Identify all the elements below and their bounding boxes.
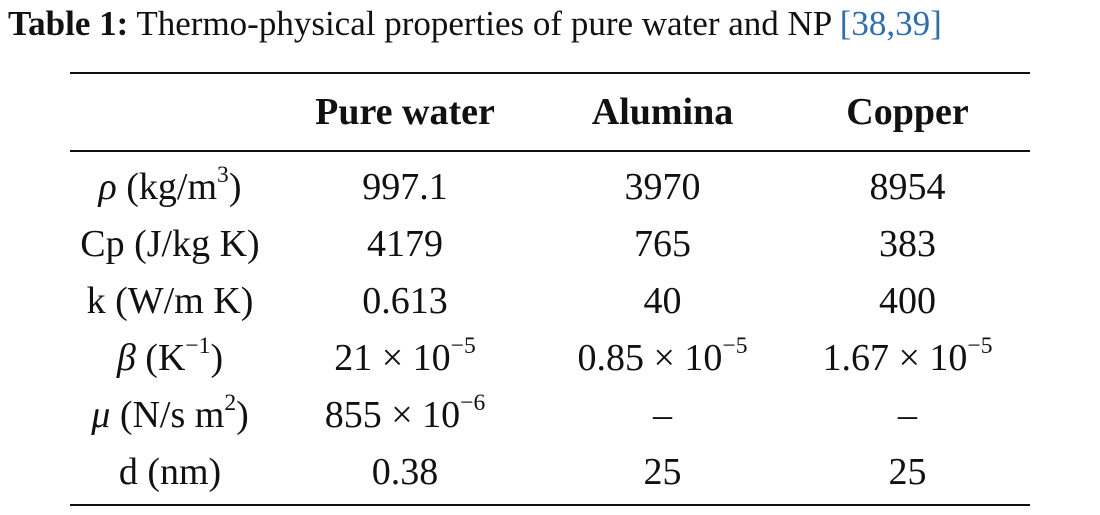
value-base: 765	[634, 222, 691, 265]
reference-link-39[interactable]: 39	[895, 4, 931, 43]
value-base: 25	[643, 450, 682, 493]
value-cell: 3970	[540, 151, 785, 215]
property-unit: (kg/m	[116, 165, 218, 208]
property-unit-close: )	[228, 165, 242, 208]
value-cell: 25	[785, 443, 1030, 505]
property-cell: β (K−1)	[70, 329, 270, 386]
value-base: 855 × 10	[324, 393, 461, 436]
ref-bracket-close: ]	[930, 4, 942, 43]
table-row: μ (N/s m2) 855 × 10−6 – –	[70, 386, 1030, 443]
value-base: 8954	[869, 165, 946, 208]
value-cell: 765	[540, 215, 785, 272]
property-cell: μ (N/s m2)	[70, 386, 270, 443]
property-cell: Cp (J/kg K)	[70, 215, 270, 272]
property-unit: (N/s m	[110, 393, 225, 436]
value-base: 1.67 × 10	[822, 336, 968, 379]
caption-label: Table 1:	[8, 4, 129, 43]
property-unit-exponent: 2	[224, 390, 237, 417]
property-unit-exponent: 3	[217, 162, 229, 189]
caption-text: Thermo-physical properties of pure water…	[128, 4, 840, 43]
table-row: ρ (kg/m3) 997.1 3970 8954	[70, 151, 1030, 215]
value-cell: 4179	[270, 215, 540, 272]
property-cell: d (nm)	[70, 443, 270, 505]
property-unit-close: )	[236, 393, 249, 436]
table-row: k (W/m K) 0.613 40 400	[70, 272, 1030, 329]
value-base: 25	[888, 450, 927, 493]
value-cell: 400	[785, 272, 1030, 329]
value-cell: 1.67 × 10−5	[785, 329, 1030, 386]
value-base: 3970	[624, 165, 701, 208]
value-cell: 25	[540, 443, 785, 505]
table-row: Cp (J/kg K) 4179 765 383	[70, 215, 1030, 272]
value-base: 400	[879, 279, 936, 322]
property-unit: Cp (J/kg K)	[80, 222, 260, 265]
value-cell: 8954	[785, 151, 1030, 215]
header-row: Pure water Alumina Copper	[70, 73, 1030, 151]
property-symbol: β	[116, 336, 136, 379]
property-symbol: μ	[91, 393, 111, 436]
value-cell: 0.613	[270, 272, 540, 329]
value-base: 40	[643, 279, 682, 322]
property-unit: (K	[135, 336, 186, 379]
value-base: –	[898, 393, 917, 436]
property-unit-close: )	[210, 336, 224, 379]
header-cell-pure-water: Pure water	[315, 91, 495, 133]
value-cell: 997.1	[270, 151, 540, 215]
value-cell: –	[540, 386, 785, 443]
table-body: ρ (kg/m3) 997.1 3970 8954 Cp (J/kg K) 41…	[70, 151, 1030, 505]
table-caption: Table 1: Thermo-physical properties of p…	[8, 2, 942, 46]
header-cell-copper: Copper	[846, 91, 969, 133]
value-base: 0.38	[371, 450, 439, 493]
value-cell: 40	[540, 272, 785, 329]
value-exponent: −6	[460, 390, 486, 417]
header-cell-empty	[70, 73, 270, 151]
property-symbol: ρ	[98, 165, 117, 208]
properties-table: Pure water Alumina Copper ρ (kg/m3) 997.…	[70, 72, 1030, 506]
property-cell: ρ (kg/m3)	[70, 151, 270, 215]
value-base: 21 × 10	[334, 336, 451, 379]
value-cell: 855 × 10−6	[270, 386, 540, 443]
value-cell: 0.85 × 10−5	[540, 329, 785, 386]
value-base: 383	[879, 222, 936, 265]
ref-separator: ,	[886, 4, 896, 43]
table-row: d (nm) 0.38 25 25	[70, 443, 1030, 505]
property-unit: d (nm)	[118, 450, 222, 493]
property-unit-exponent: −1	[185, 333, 211, 360]
reference-link-38[interactable]: 38	[851, 4, 887, 43]
value-cell: 0.38	[270, 443, 540, 505]
property-cell: k (W/m K)	[70, 272, 270, 329]
ref-bracket-open: [	[839, 4, 852, 43]
value-exponent: −5	[967, 333, 993, 360]
value-cell: 383	[785, 215, 1030, 272]
value-base: 997.1	[362, 165, 448, 208]
property-unit: k (W/m K)	[86, 279, 254, 322]
value-base: 0.85 × 10	[577, 336, 723, 379]
value-cell: –	[785, 386, 1030, 443]
header-cell-alumina: Alumina	[591, 91, 734, 133]
value-exponent: −5	[450, 333, 476, 360]
value-base: 0.613	[362, 279, 448, 322]
table-row: β (K−1) 21 × 10−5 0.85 × 10−5 1.67 × 10−…	[70, 329, 1030, 386]
value-base: –	[653, 393, 672, 436]
value-cell: 21 × 10−5	[270, 329, 540, 386]
value-base: 4179	[367, 222, 443, 265]
value-exponent: −5	[722, 333, 748, 360]
